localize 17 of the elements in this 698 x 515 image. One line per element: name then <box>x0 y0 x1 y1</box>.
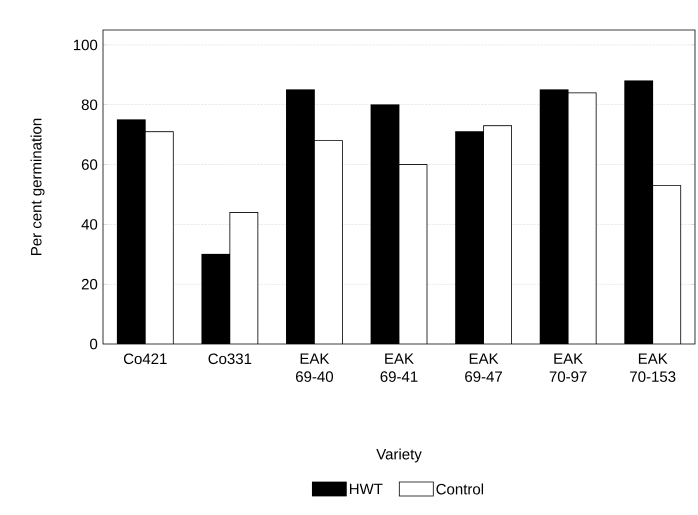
y-tick-label: 100 <box>74 40 98 50</box>
x-tick-label: Co421 <box>124 353 167 364</box>
x-tick-label: EAK 70-97 <box>550 353 587 382</box>
x-tick-label: EAK 69-40 <box>296 353 334 382</box>
x-tick-label: Co331 <box>208 353 252 364</box>
y-tick-label: 40 <box>81 219 98 230</box>
y-tick-label: 80 <box>82 99 98 110</box>
y-tick-label: 20 <box>82 278 98 290</box>
x-tick-label: EAK 70-153 <box>630 353 676 382</box>
y-tick-label: 0 <box>90 338 98 350</box>
x-tick-label: EAK 69-41 <box>380 353 418 382</box>
y-tick-label: 60 <box>82 159 98 170</box>
x-tick-label: EAK 69-47 <box>465 353 502 382</box>
legend-label: Control <box>436 483 484 494</box>
x-axis-title: Variety <box>376 448 422 462</box>
legend-label: HWT <box>350 484 383 494</box>
y-axis-title: Per cent germination <box>30 118 45 255</box>
